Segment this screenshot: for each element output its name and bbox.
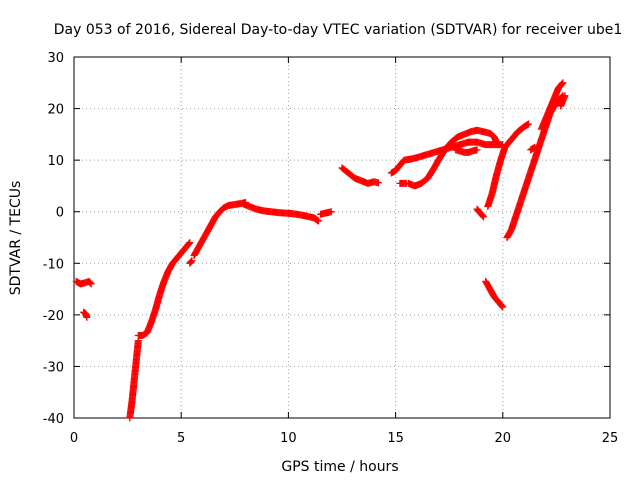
data-segment-7 bbox=[317, 208, 335, 218]
data-point-14-26 bbox=[497, 301, 505, 309]
data-point-18-45 bbox=[558, 80, 566, 88]
data-point-13-7 bbox=[478, 211, 486, 219]
data-point-0-15 bbox=[86, 279, 94, 287]
data-segment-17 bbox=[527, 143, 539, 154]
data-segment-9 bbox=[387, 138, 507, 177]
data-segment-15 bbox=[484, 120, 533, 211]
x-tick-label-1: 5 bbox=[177, 431, 185, 446]
data-segment-1 bbox=[80, 308, 91, 321]
y-tick-label-7: 30 bbox=[47, 51, 64, 66]
data-point-6-70 bbox=[314, 216, 322, 224]
data-point-18-46 bbox=[559, 79, 567, 87]
data-segment-0 bbox=[72, 277, 95, 288]
data-point-7-10 bbox=[327, 208, 335, 216]
chart-title: Day 053 of 2016, Sidereal Day-to-day VTE… bbox=[54, 22, 623, 38]
data-point-14-27 bbox=[498, 302, 506, 310]
plot-border bbox=[73, 56, 611, 419]
x-tick-label-5: 25 bbox=[602, 431, 619, 446]
data-point-12-20 bbox=[473, 146, 481, 154]
data-point-11-105 bbox=[492, 138, 500, 146]
data-segment-18 bbox=[537, 79, 567, 133]
data-point-8-36 bbox=[374, 179, 382, 187]
y-tick-label-5: 10 bbox=[47, 154, 64, 169]
data-segment-12 bbox=[452, 146, 481, 156]
data-point-3-97 bbox=[184, 240, 192, 248]
data-segment-11 bbox=[404, 126, 500, 190]
data-point-4-3 bbox=[188, 257, 196, 265]
data-point-19-10 bbox=[561, 92, 569, 100]
x-tick-label-3: 15 bbox=[387, 431, 404, 446]
y-tick-label-0: -40 bbox=[43, 412, 64, 427]
data-segment-14 bbox=[482, 277, 507, 311]
data-point-1-7 bbox=[83, 313, 91, 321]
data-segment-6 bbox=[239, 200, 322, 225]
axis-ticks: 0 5 10 15 20 25 -40 -30 -20 -10 0 10 20 30 bbox=[43, 51, 619, 446]
data-point-6-69 bbox=[313, 216, 321, 224]
data-segment-2 bbox=[126, 337, 142, 422]
data-point-13-9 bbox=[480, 213, 488, 221]
grid-lines bbox=[74, 57, 610, 418]
data-point-14-28 bbox=[499, 303, 507, 311]
data-segment-13 bbox=[473, 205, 488, 221]
data-point-0-16 bbox=[87, 280, 95, 288]
y-tick-label-6: 20 bbox=[47, 103, 64, 118]
data-point-15-84 bbox=[525, 120, 533, 128]
data-point-4-2 bbox=[187, 258, 195, 266]
y-tick-label-4: 0 bbox=[56, 206, 64, 221]
y-tick-label-1: -30 bbox=[43, 360, 64, 375]
y-axis-label: SDTVAR / TECUs bbox=[8, 181, 24, 296]
data-segment-4 bbox=[186, 257, 196, 267]
data-segment-8 bbox=[338, 164, 382, 187]
data-points bbox=[72, 79, 569, 422]
data-point-13-8 bbox=[479, 212, 487, 220]
data-point-0-14 bbox=[86, 278, 94, 286]
x-tick-label-2: 10 bbox=[280, 431, 297, 446]
data-segment-19 bbox=[557, 92, 569, 110]
data-point-6-71 bbox=[314, 217, 322, 225]
data-point-18-44 bbox=[557, 81, 565, 89]
data-segment-16 bbox=[503, 92, 567, 241]
data-segment-5 bbox=[190, 198, 250, 260]
data-point-17-5 bbox=[531, 143, 539, 151]
axes bbox=[73, 56, 611, 419]
x-tick-label-4: 20 bbox=[495, 431, 512, 446]
y-tick-label-2: -20 bbox=[43, 309, 64, 324]
y-tick-label-3: -10 bbox=[43, 257, 64, 272]
data-point-4-1 bbox=[186, 258, 194, 266]
x-axis-label: GPS time / hours bbox=[281, 459, 398, 475]
data-segment-3 bbox=[134, 239, 194, 339]
data-point-3-98 bbox=[185, 240, 193, 248]
data-point-3-99 bbox=[186, 239, 194, 247]
x-tick-label-0: 0 bbox=[70, 431, 78, 446]
